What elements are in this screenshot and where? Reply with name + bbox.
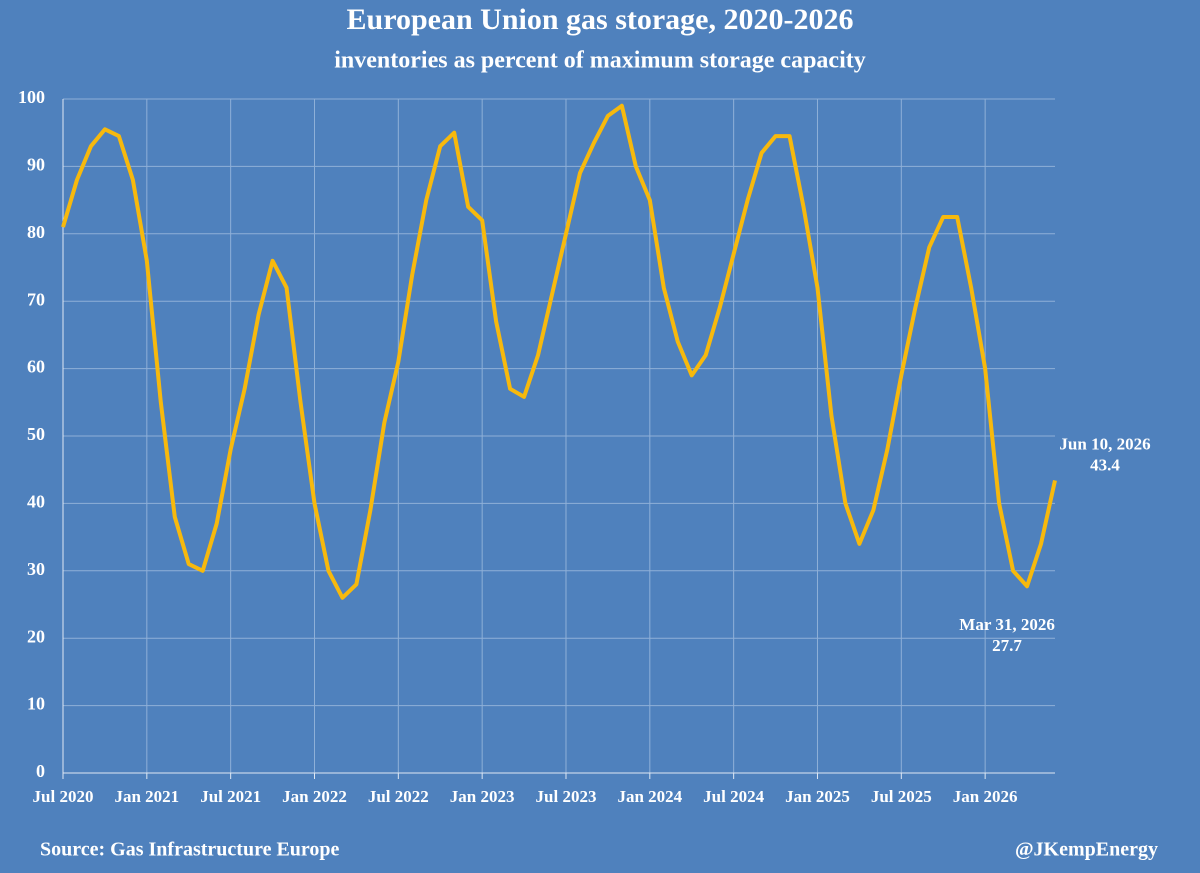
x-tick-label: Jan 2024	[617, 787, 682, 806]
credit: @JKempEnergy	[1015, 839, 1158, 861]
source: Source: Gas Infrastructure Europe	[40, 839, 340, 861]
x-tick-label: Jul 2025	[871, 787, 932, 806]
y-tick-label: 80	[27, 222, 45, 242]
annotation-value: 43.4	[1090, 455, 1120, 474]
x-tick-label: Jul 2024	[703, 787, 764, 806]
y-tick-label: 40	[27, 492, 45, 512]
x-tick-label: Jan 2026	[953, 787, 1018, 806]
y-tick-label: 90	[27, 155, 45, 175]
y-tick-label: 70	[27, 289, 45, 309]
chart-subtitle: inventories as percent of maximum storag…	[334, 48, 865, 74]
data-line	[61, 103, 1057, 600]
annotation-date: Jun 10, 2026	[1059, 434, 1150, 453]
y-tick-label: 20	[27, 626, 45, 646]
x-tick-label: Jan 2022	[282, 787, 347, 806]
y-tick-label: 30	[27, 559, 45, 579]
annotation-date: Mar 31, 2026	[959, 615, 1055, 634]
y-tick-label: 10	[27, 694, 45, 714]
chart-title: European Union gas storage, 2020-2026	[347, 3, 854, 36]
x-tick-label: Jan 2021	[114, 787, 179, 806]
y-tick-label: 100	[18, 87, 45, 107]
y-tick-label: 50	[27, 424, 45, 444]
x-tick-label: Jul 2021	[200, 787, 261, 806]
x-tick-label: Jul 2020	[33, 787, 94, 806]
y-tick-label: 0	[36, 761, 45, 781]
x-tick-label: Jul 2023	[536, 787, 597, 806]
y-tick-label: 60	[27, 357, 45, 377]
annotation-value: 27.7	[992, 636, 1022, 655]
x-tick-label: Jan 2023	[450, 787, 515, 806]
x-tick-label: Jan 2025	[785, 787, 850, 806]
x-tick-label: Jul 2022	[368, 787, 429, 806]
